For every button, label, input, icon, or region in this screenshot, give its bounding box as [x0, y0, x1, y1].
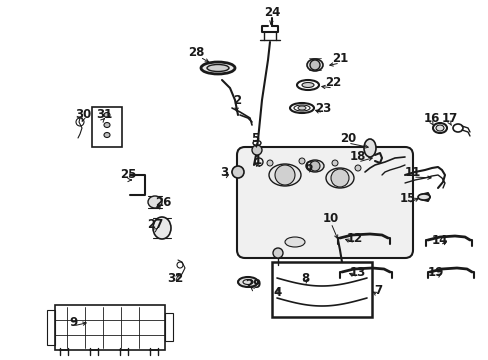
Circle shape: [274, 165, 294, 185]
FancyBboxPatch shape: [237, 147, 412, 258]
Circle shape: [309, 161, 319, 171]
Text: 19: 19: [427, 266, 443, 279]
Circle shape: [251, 145, 262, 155]
Text: 18: 18: [349, 150, 366, 163]
Ellipse shape: [417, 194, 429, 200]
Text: 30: 30: [75, 108, 91, 121]
Circle shape: [354, 165, 360, 171]
Text: 21: 21: [331, 51, 347, 64]
Text: 28: 28: [187, 45, 204, 58]
Ellipse shape: [104, 132, 110, 138]
Text: 26: 26: [155, 197, 171, 210]
Bar: [271, 262, 371, 317]
Text: 25: 25: [120, 168, 136, 181]
Circle shape: [309, 60, 319, 70]
Ellipse shape: [201, 62, 235, 74]
Ellipse shape: [206, 64, 228, 72]
Ellipse shape: [306, 59, 323, 71]
Ellipse shape: [302, 82, 313, 87]
Ellipse shape: [325, 168, 353, 188]
Circle shape: [231, 166, 244, 178]
Text: 14: 14: [431, 234, 447, 247]
Text: 12: 12: [346, 231, 363, 244]
Circle shape: [266, 160, 272, 166]
Text: 13: 13: [349, 266, 366, 279]
Text: 23: 23: [314, 102, 330, 114]
Text: 3: 3: [220, 166, 227, 179]
Text: 9: 9: [69, 315, 77, 328]
Ellipse shape: [285, 237, 305, 247]
Ellipse shape: [153, 217, 171, 239]
Ellipse shape: [305, 160, 324, 172]
Bar: [55, 305, 164, 350]
Text: 16: 16: [423, 112, 439, 125]
Bar: [47, 310, 55, 345]
Ellipse shape: [104, 122, 110, 127]
Text: 8: 8: [300, 271, 308, 284]
Ellipse shape: [148, 196, 162, 208]
Text: 29: 29: [244, 278, 261, 291]
Bar: [164, 313, 173, 341]
Text: 6: 6: [303, 159, 311, 172]
Text: 24: 24: [263, 5, 280, 18]
Ellipse shape: [435, 125, 443, 131]
Text: 7: 7: [373, 284, 381, 297]
Circle shape: [330, 169, 348, 187]
Bar: [92, 107, 122, 147]
Circle shape: [331, 160, 337, 166]
Text: 22: 22: [324, 77, 341, 90]
Text: 20: 20: [339, 131, 355, 144]
Text: 11: 11: [404, 166, 420, 179]
Text: 4: 4: [273, 287, 282, 300]
Circle shape: [272, 248, 283, 258]
Ellipse shape: [238, 277, 258, 287]
Text: 1: 1: [253, 153, 262, 166]
Text: 10: 10: [322, 211, 339, 225]
Text: 2: 2: [232, 94, 241, 107]
Ellipse shape: [268, 164, 301, 186]
Text: 27: 27: [146, 219, 163, 231]
Ellipse shape: [104, 112, 110, 117]
Text: 5: 5: [250, 131, 259, 144]
Ellipse shape: [363, 139, 375, 157]
Text: 31: 31: [96, 108, 112, 121]
Circle shape: [298, 158, 305, 164]
Text: 17: 17: [441, 112, 457, 125]
Text: 32: 32: [166, 273, 183, 285]
Ellipse shape: [297, 106, 305, 110]
Text: 15: 15: [399, 192, 415, 204]
